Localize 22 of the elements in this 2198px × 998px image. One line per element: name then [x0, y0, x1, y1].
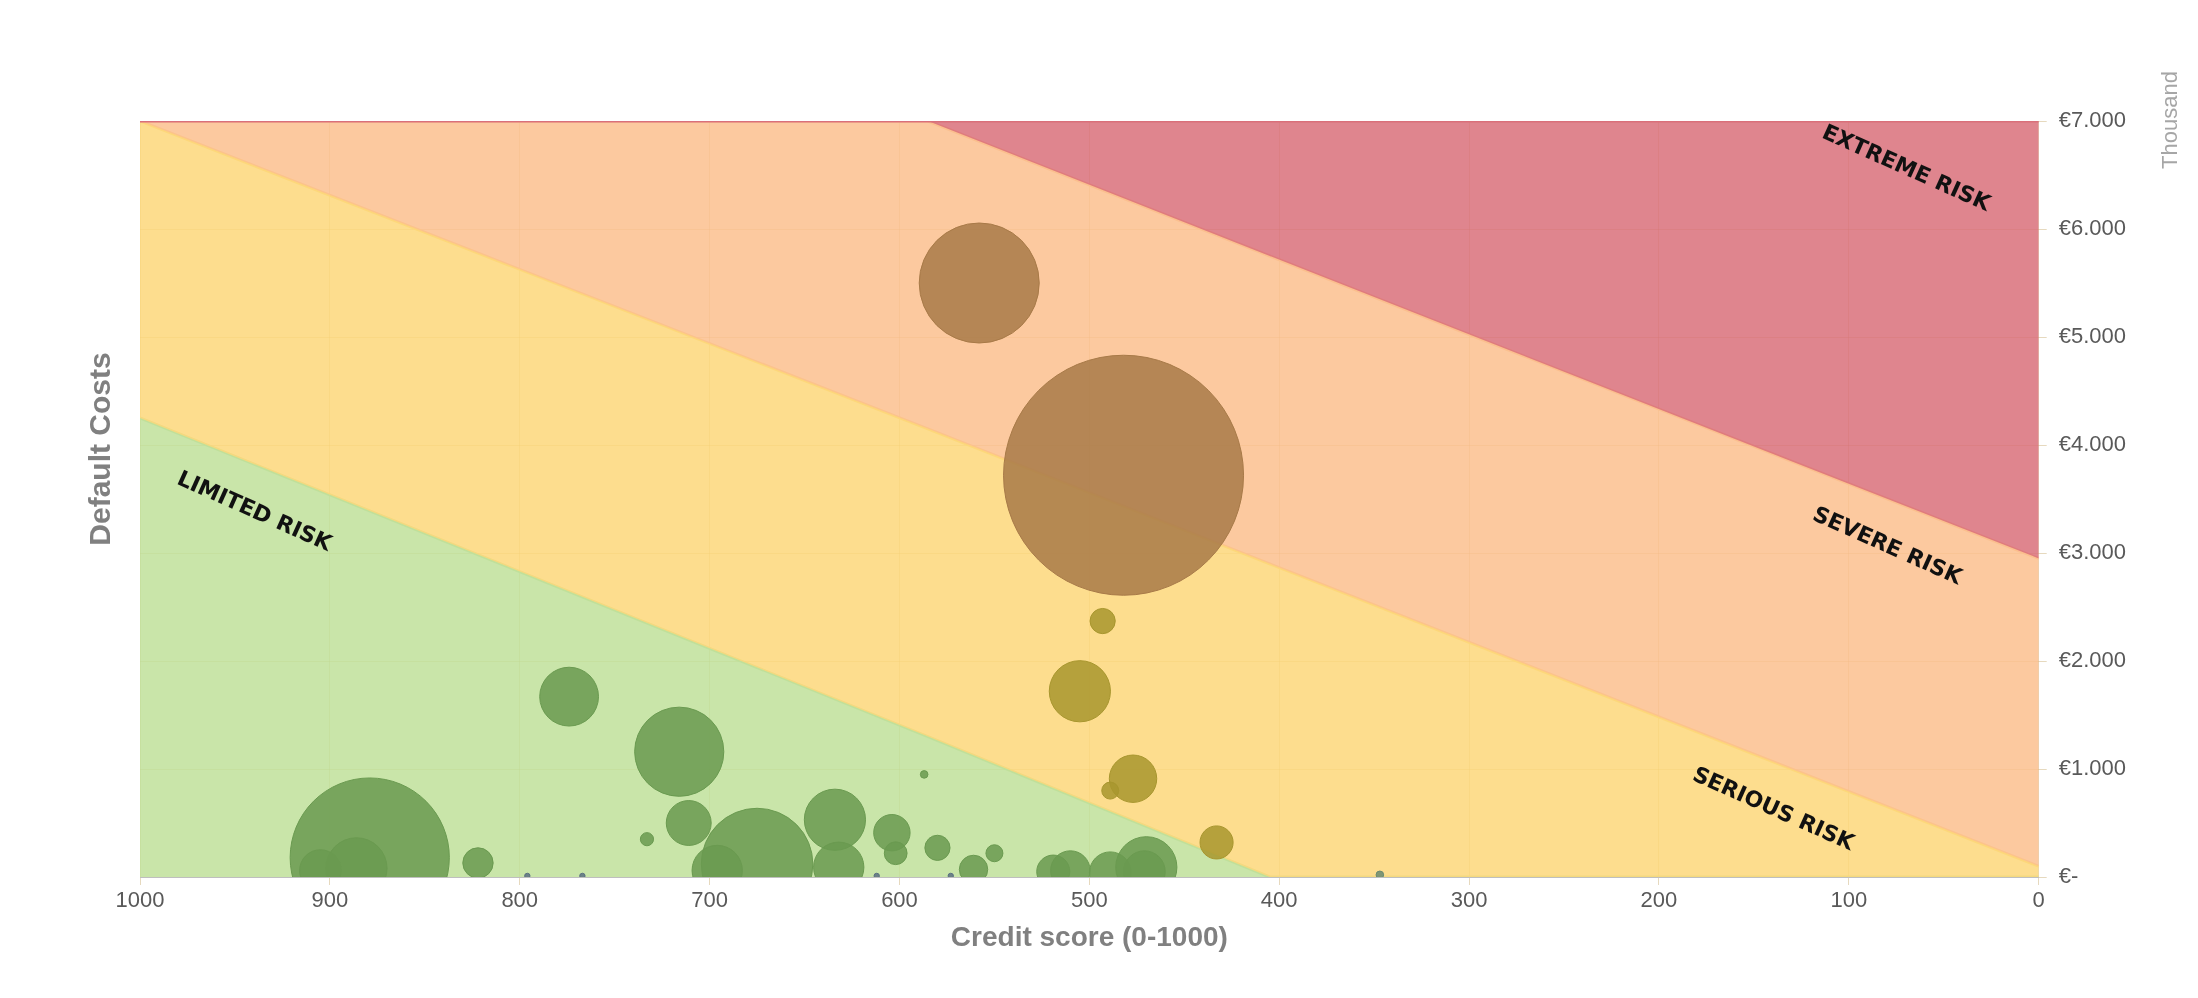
- y-tick-label: €-: [2058, 863, 2079, 889]
- x-tick-label: 100: [1830, 887, 1868, 913]
- x-tick-label: 400: [1260, 887, 1298, 913]
- x-tick-label: 1000: [115, 887, 165, 913]
- text: Thousand: [2157, 70, 2183, 169]
- x-tick-label: 800: [501, 887, 539, 913]
- y-tick-label: €4.000: [2058, 431, 2127, 457]
- x-tick-label: 0: [2032, 887, 2045, 913]
- y-tick-label: €5.000: [2058, 323, 2127, 349]
- x-tick-label: 600: [881, 887, 918, 913]
- x-tick-label: 200: [1640, 887, 1678, 913]
- x-tick-label: 900: [311, 887, 349, 913]
- y-tick-label: €3.000: [2058, 539, 2127, 565]
- y-tick-label: €7.000: [2058, 107, 2127, 133]
- y-tick-label: €6.000: [2058, 215, 2127, 241]
- x-tick-label: 700: [691, 887, 728, 913]
- x-tick-label: 500: [1071, 887, 1108, 913]
- x-axis-title: Credit score (0-1000): [950, 920, 1228, 952]
- x-tick-label: 300: [1450, 887, 1488, 913]
- y-tick-label: €1.000: [2058, 755, 2127, 781]
- y-axis-title: Default Costs: [83, 352, 117, 546]
- y-tick-label: €2.000: [2058, 647, 2127, 673]
